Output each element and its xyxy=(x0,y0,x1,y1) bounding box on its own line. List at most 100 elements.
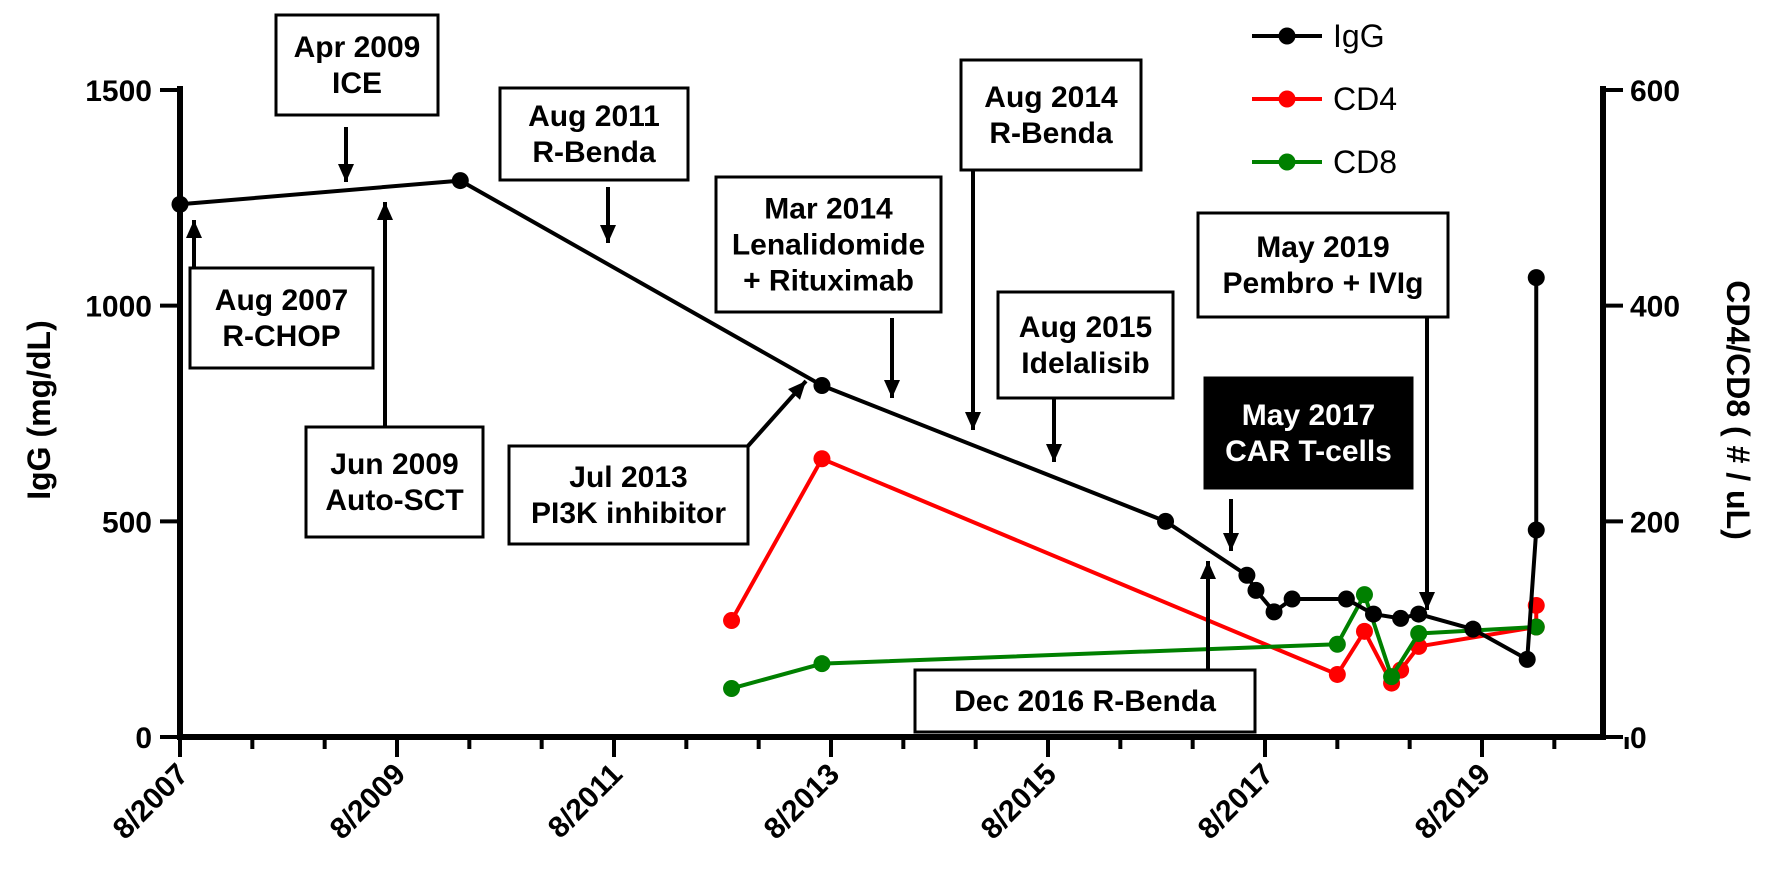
annotation-arrow-head xyxy=(788,381,806,400)
cd4-legend-marker xyxy=(1278,90,1296,108)
right-y-tick-label: 600 xyxy=(1630,75,1680,108)
annotation-arrow-head xyxy=(884,380,900,398)
igg-point xyxy=(1410,605,1428,623)
cd8-point xyxy=(1328,635,1346,653)
x-tick-label: 8/2015 xyxy=(975,758,1063,846)
x-tick-label: 8/2013 xyxy=(758,758,846,846)
left-y-axis-title: IgG (mg/dL) xyxy=(21,320,57,500)
left-y-tick-label: 500 xyxy=(102,506,152,539)
x-tick-label: 8/2017 xyxy=(1192,758,1280,846)
annotation-text: Lenalidomide xyxy=(732,229,925,262)
igg-point xyxy=(1157,512,1175,530)
left-y-tick-label: 1000 xyxy=(85,291,152,324)
annotation-text: Aug 2015 xyxy=(1019,311,1152,344)
cd8-point xyxy=(723,679,741,697)
cd8-point xyxy=(813,655,831,673)
igg-legend-marker xyxy=(1278,27,1296,45)
annotation-text: PI3K inhibitor xyxy=(531,497,726,530)
annotation-arrow-head xyxy=(1046,444,1062,462)
series-layer xyxy=(171,172,1545,697)
annotation-text: R-Benda xyxy=(532,136,656,169)
cd8-legend-label: CD8 xyxy=(1333,144,1397,180)
cd4-point xyxy=(1355,622,1373,640)
annotation-box xyxy=(996,290,1175,400)
annotation-arrow-head xyxy=(965,412,981,430)
annotation-box xyxy=(188,266,375,370)
cd4-point xyxy=(1328,665,1346,683)
annotation-arrow-head xyxy=(1223,533,1239,551)
annotation-arrow-head xyxy=(1200,561,1216,579)
cd8-point xyxy=(1410,624,1428,642)
annotation-text: Jul 2013 xyxy=(569,461,687,494)
annotation-box xyxy=(1203,376,1414,490)
annotation-arrow-head xyxy=(377,202,393,220)
annotation-9: Dec 2016 R-Benda xyxy=(913,561,1257,734)
axes-layer: IgG (mg/dL) CD4/CD8 ( # / uL) xyxy=(21,86,1756,740)
x-tick-label: 8/2009 xyxy=(324,758,412,846)
annotation-text: May 2017 xyxy=(1242,399,1375,432)
left-y-tick-label: 1500 xyxy=(85,75,152,108)
cd8-point xyxy=(1527,618,1545,636)
annotation-box xyxy=(1196,211,1450,319)
igg-point xyxy=(1265,603,1283,621)
cd4-legend-label: CD4 xyxy=(1333,81,1397,117)
annotation-text: Apr 2009 xyxy=(294,31,421,64)
igg-point xyxy=(1247,581,1265,599)
annotation-text: Dec 2016 R-Benda xyxy=(954,685,1216,718)
annotation-text: Aug 2011 xyxy=(528,100,660,133)
annotation-text: May 2019 xyxy=(1256,231,1389,264)
annotation-text: ICE xyxy=(332,67,382,100)
igg-point xyxy=(1464,620,1482,638)
annotation-box xyxy=(498,86,690,182)
annotation-arrow-head xyxy=(338,164,354,182)
cd8-point xyxy=(1383,668,1401,686)
left-y-tick-label: 0 xyxy=(135,722,152,755)
igg-point xyxy=(1337,590,1355,608)
annotation-text: + Rituximab xyxy=(743,265,914,298)
annotation-text: Mar 2014 xyxy=(764,193,893,226)
annotation-text: R-CHOP xyxy=(222,320,340,353)
igg-point xyxy=(1527,269,1545,287)
igg-point xyxy=(1527,521,1545,539)
annotation-box xyxy=(304,425,485,539)
x-tick-label: 8/2019 xyxy=(1409,758,1497,846)
cd8-legend-marker xyxy=(1278,153,1296,171)
right-y-tick-label: 200 xyxy=(1630,506,1680,539)
igg-point xyxy=(813,376,831,394)
cd4-point xyxy=(723,612,741,630)
igg-point xyxy=(1518,650,1536,668)
annotation-arrow-head xyxy=(186,220,202,238)
annotation-box xyxy=(507,444,750,546)
annotation-text: Pembro + IVIg xyxy=(1223,267,1424,300)
right-y-tick-label: 400 xyxy=(1630,291,1680,324)
legend: IgG CD4 CD8 xyxy=(1252,18,1397,180)
right-y-axis-title: CD4/CD8 ( # / uL) xyxy=(1720,280,1756,540)
igg-series-line xyxy=(179,178,1539,662)
annotation-box xyxy=(913,668,1257,734)
annotation-text: Idelalisib xyxy=(1021,347,1149,380)
igg-point xyxy=(1365,605,1382,623)
right-y-tick-label: 0 xyxy=(1630,722,1647,755)
annotation-box xyxy=(959,58,1143,172)
cd4-point xyxy=(813,450,831,468)
igg-point xyxy=(1392,609,1410,627)
annotation-text: R-Benda xyxy=(989,117,1113,150)
igg-point xyxy=(1283,590,1301,608)
annotation-text: Auto-SCT xyxy=(325,484,463,517)
annotation-box xyxy=(714,175,943,314)
annotation-text: Aug 2007 xyxy=(215,284,348,317)
annotation-text: Aug 2014 xyxy=(984,81,1118,114)
annotation-box xyxy=(274,13,440,117)
igg-legend-label: IgG xyxy=(1333,18,1385,54)
